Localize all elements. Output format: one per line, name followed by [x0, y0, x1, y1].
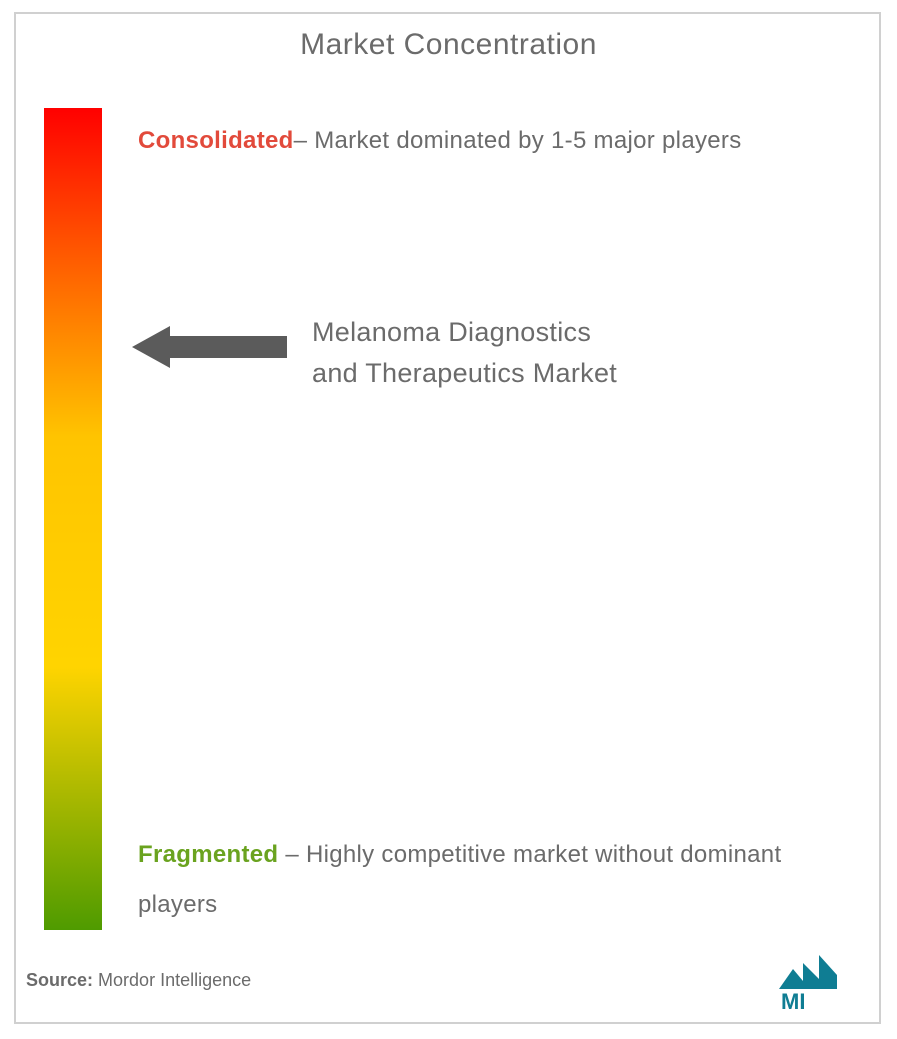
- source-label: Source:: [26, 970, 93, 990]
- consolidated-text: – Market dominated by 1-5 major players: [294, 127, 742, 154]
- pointer-arrow-icon: [132, 322, 287, 372]
- consolidated-description: Consolidated– Market dominated by 1-5 ma…: [138, 116, 778, 166]
- concentration-gradient-bar: [44, 108, 102, 930]
- market-name-label: Melanoma Diagnostics and Therapeutics Ma…: [312, 312, 792, 393]
- fragmented-label: Fragmented: [138, 841, 278, 868]
- market-name-line1: Melanoma Diagnostics: [312, 317, 591, 347]
- mi-logo-icon: MI: [777, 951, 869, 1013]
- consolidated-label: Consolidated: [138, 127, 294, 154]
- chart-title: Market Concentration: [0, 28, 897, 62]
- svg-text:MI: MI: [781, 989, 805, 1013]
- market-name-line2: and Therapeutics Market: [312, 358, 617, 388]
- fragmented-description: Fragmented – Highly competitive market w…: [138, 830, 858, 931]
- source-name: Mordor Intelligence: [98, 970, 251, 990]
- source-attribution: Source: Mordor Intelligence: [26, 970, 251, 991]
